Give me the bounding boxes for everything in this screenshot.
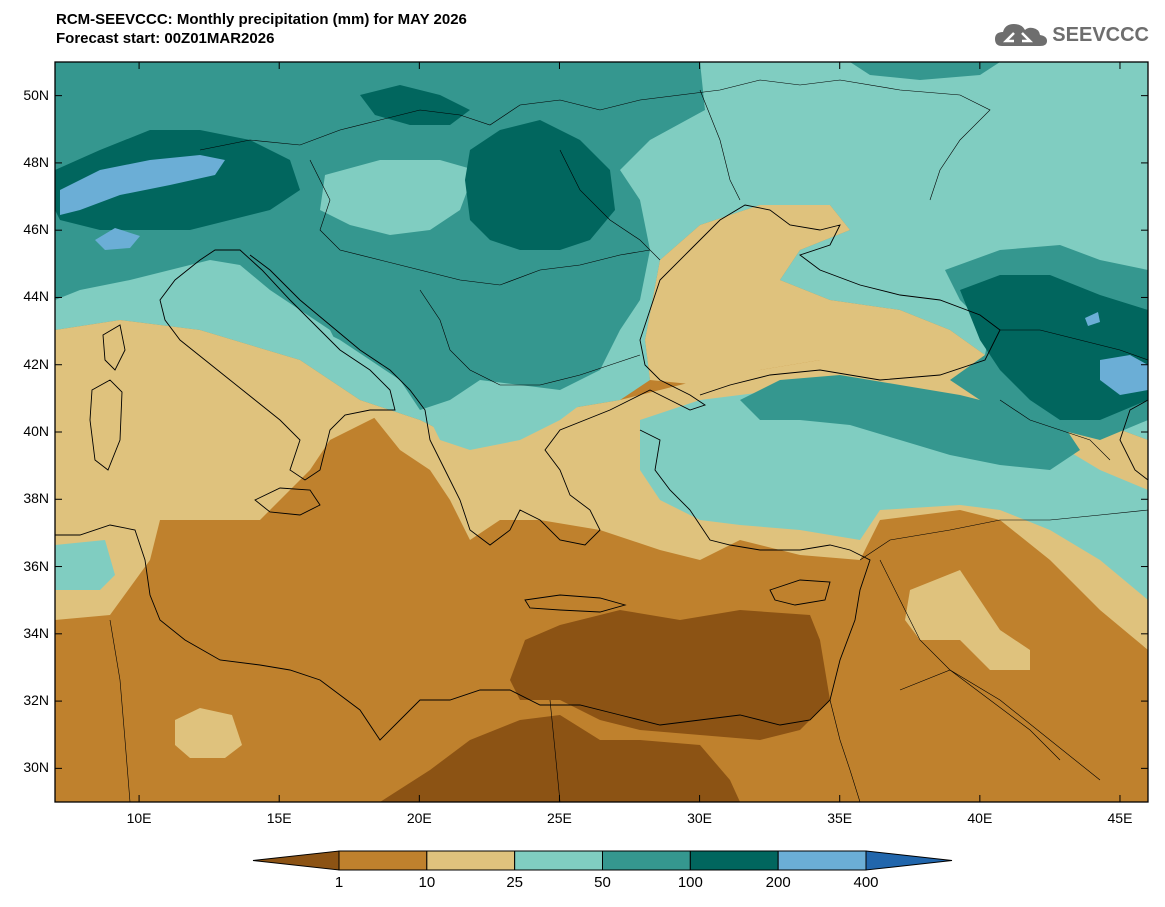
field-teal-hungary-hole [320, 160, 475, 235]
coast-adriatic-east [249, 204, 1001, 546]
colorbar [252, 850, 953, 871]
border-line-10 [899, 669, 1061, 761]
colorbar-label: 10 [418, 874, 436, 891]
field-darkteal-slovakia [360, 85, 470, 125]
field-medteal-anatolia [740, 375, 1080, 470]
coast-cyprus [769, 579, 831, 606]
field-blue-georgia [1100, 355, 1148, 395]
lat-tick-label: 34N [23, 624, 49, 641]
lon-tick-label: 25E [546, 810, 572, 826]
lat-tick-label: 42N [23, 355, 49, 372]
lat-tick-label: 46N [23, 221, 49, 238]
field-darkbrown-south [380, 715, 740, 802]
colorbar-swatch [777, 850, 867, 871]
lat-tick-label: 30N [23, 759, 49, 776]
coast-anatolia-south [55, 429, 871, 741]
field-teal-sardinia [55, 540, 115, 590]
border-line-9 [549, 699, 561, 802]
colorbar-swatch [689, 850, 779, 871]
logo-text: SEEVCCC [1052, 23, 1149, 46]
lat-tick-label: 48N [23, 153, 49, 170]
lon-tick-label: 10E [126, 810, 152, 826]
coast-corsica [102, 324, 126, 371]
precipitation-field [55, 62, 1148, 802]
seevccc-logo: SEEVCCC [994, 20, 1149, 50]
colorbar-swatch [338, 850, 428, 871]
map-title: RCM-SEEVCCC: Monthly precipitation (mm) … [56, 10, 467, 48]
lon-tick-label: 35E [827, 810, 853, 826]
coast-crete [524, 594, 627, 613]
field-blue-alps [60, 155, 225, 215]
border-line-4 [559, 149, 661, 261]
lat-tick-label: 44N [23, 288, 49, 305]
colorbar-swatch [602, 850, 691, 871]
coast-caspian [1119, 399, 1148, 481]
border-line-5 [699, 89, 741, 201]
field-blue-georgia-2 [1085, 312, 1100, 326]
axis-ticks [55, 62, 1148, 802]
borders [109, 79, 1148, 802]
border-line-3 [419, 289, 641, 386]
field-darkteal-caucasus [960, 275, 1148, 420]
coast-italy [159, 249, 396, 481]
field-tan-libya [175, 708, 242, 758]
colorbar-label: 200 [765, 874, 791, 891]
colorbar-swatch [426, 850, 516, 871]
border-line-8 [829, 699, 861, 802]
lon-tick-label: 40E [967, 810, 993, 826]
field-blue-alps-2 [95, 228, 140, 250]
border-line-12 [1000, 329, 1148, 361]
field-darkteal-carpathians [465, 120, 615, 250]
colorbar-label: 50 [594, 874, 611, 891]
border-line-13 [999, 399, 1111, 461]
title-line-2: Forecast start: 00Z01MAR2026 [56, 30, 275, 47]
border-line-6 [859, 509, 1148, 561]
lon-tick-label: 30E [687, 810, 713, 826]
cloud-icon [995, 24, 1048, 46]
field-tan-west [55, 320, 380, 620]
lon-tick-label: 20E [406, 810, 432, 826]
colorbar-label: 100 [677, 874, 703, 891]
coast-sardinia [89, 379, 123, 471]
field-medteal-north [850, 62, 1000, 80]
lat-tick-label: 36N [23, 557, 49, 574]
title-line-1: RCM-SEEVCCC: Monthly precipitation (mm) … [56, 11, 467, 28]
colorbar-swatch [252, 850, 340, 871]
border-line-11 [109, 619, 131, 802]
colorbar-label: 400 [853, 874, 879, 891]
lat-tick-label: 38N [23, 490, 49, 507]
field-teal-balkans [430, 390, 600, 450]
colorbar-swatch [514, 850, 604, 871]
field-teal-adriatic-hole [210, 260, 340, 360]
colorbar-label: 25 [506, 874, 523, 891]
lat-tick-label: 40N [23, 423, 49, 439]
colorbar-swatch [865, 850, 953, 871]
border-line-2 [309, 159, 651, 286]
lat-tick-label: 32N [23, 692, 49, 709]
field-tan-blacksea [645, 205, 985, 385]
lon-tick-label: 15E [266, 810, 292, 826]
border-line-1 [199, 79, 991, 201]
coast-sicily [254, 487, 321, 516]
field-tan-arabia [905, 570, 1030, 670]
lat-tick-label: 50N [23, 86, 49, 103]
lon-tick-label: 45E [1107, 810, 1133, 826]
coastlines [55, 204, 1148, 741]
colorbar-label: 1 [334, 874, 344, 891]
